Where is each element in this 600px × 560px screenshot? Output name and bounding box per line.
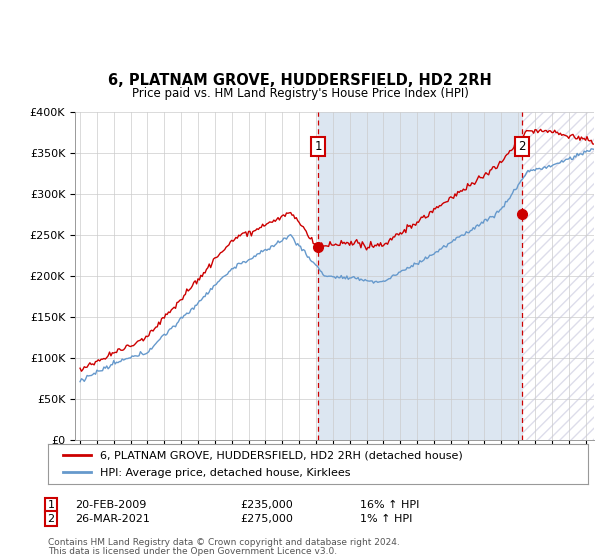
Text: Contains HM Land Registry data © Crown copyright and database right 2024.: Contains HM Land Registry data © Crown c… bbox=[48, 538, 400, 547]
Bar bbox=[522, 112, 594, 440]
Bar bbox=[522, 112, 594, 440]
Bar bbox=[318, 112, 522, 440]
Text: 6, PLATNAM GROVE, HUDDERSFIELD, HD2 2RH: 6, PLATNAM GROVE, HUDDERSFIELD, HD2 2RH bbox=[108, 73, 492, 88]
Text: 1% ↑ HPI: 1% ↑ HPI bbox=[360, 514, 412, 524]
Text: £275,000: £275,000 bbox=[240, 514, 293, 524]
Text: This data is licensed under the Open Government Licence v3.0.: This data is licensed under the Open Gov… bbox=[48, 547, 337, 556]
Text: 26-MAR-2021: 26-MAR-2021 bbox=[75, 514, 150, 524]
Text: 2: 2 bbox=[47, 514, 55, 524]
Text: 16% ↑ HPI: 16% ↑ HPI bbox=[360, 500, 419, 510]
Text: 1: 1 bbox=[314, 140, 322, 153]
Text: 1: 1 bbox=[47, 500, 55, 510]
Text: 20-FEB-2009: 20-FEB-2009 bbox=[75, 500, 146, 510]
Text: Price paid vs. HM Land Registry's House Price Index (HPI): Price paid vs. HM Land Registry's House … bbox=[131, 87, 469, 100]
Legend: 6, PLATNAM GROVE, HUDDERSFIELD, HD2 2RH (detached house), HPI: Average price, de: 6, PLATNAM GROVE, HUDDERSFIELD, HD2 2RH … bbox=[59, 446, 467, 482]
Text: £235,000: £235,000 bbox=[240, 500, 293, 510]
Text: 2: 2 bbox=[518, 140, 526, 153]
